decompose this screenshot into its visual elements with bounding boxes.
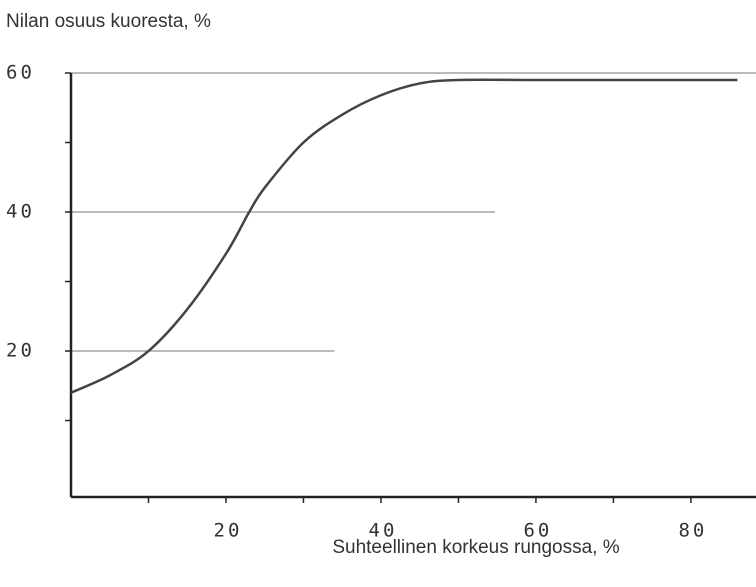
y-tick-label: 60 [6,62,35,84]
chart-title: Nilan osuus kuoresta, % [6,11,211,32]
x-tick-label: 40 [369,520,398,542]
y-tick-label: 40 [6,201,35,223]
x-tick-label: 20 [214,520,243,542]
x-axis-label: Suhteellinen korkeus rungossa, % [332,537,619,558]
x-tick-label: 80 [678,520,707,542]
line [70,78,738,394]
x-tick-label: 60 [523,520,552,542]
y-tick-label: 20 [6,340,35,362]
